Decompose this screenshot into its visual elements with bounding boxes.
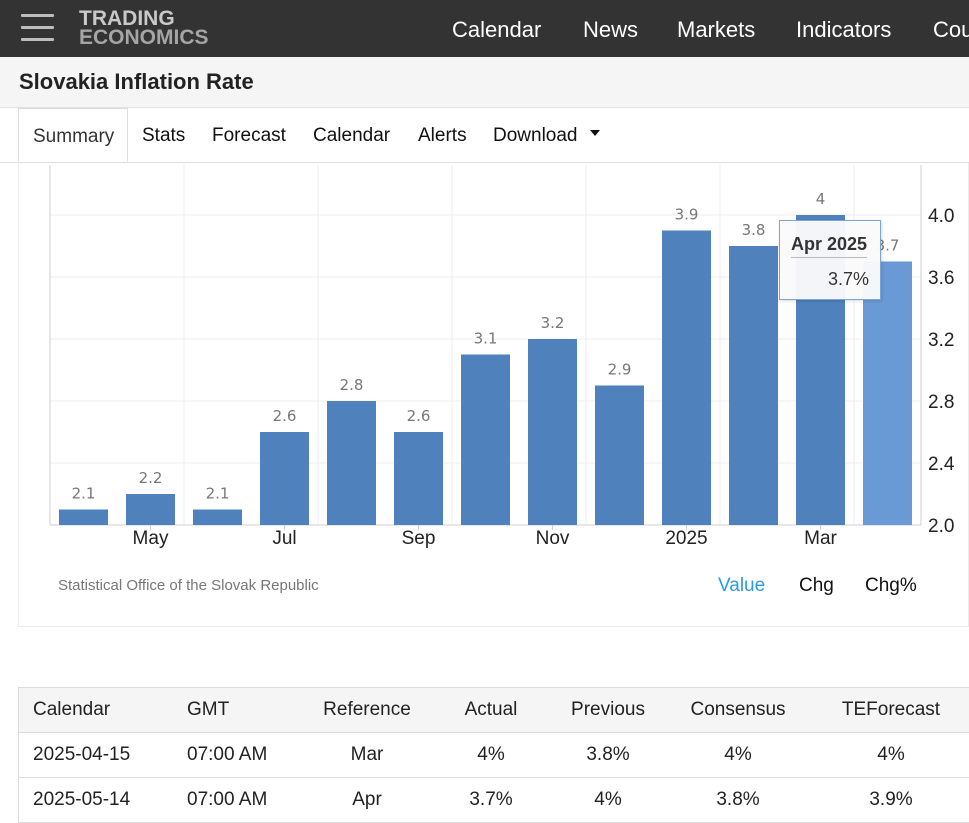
table-header-row: Calendar GMT Reference Actual Previous C… [19, 688, 969, 733]
table-row[interactable]: 2025-05-14 07:00 AM Apr 3.7% 4% 3.8% 3.9… [19, 778, 969, 823]
bar[interactable] [863, 262, 912, 526]
bar[interactable] [126, 494, 175, 525]
cell-teforecast: 4% [813, 733, 969, 778]
y-tick-label: 3.6 [928, 268, 954, 289]
data-label: 3.1 [474, 330, 498, 348]
cell-actual: 3.7% [429, 778, 553, 823]
x-tick-label: Sep [402, 528, 436, 549]
data-label: 3.9 [675, 206, 699, 224]
cell-consensus: 3.8% [663, 778, 813, 823]
inflation-bar-chart[interactable]: 2.0 2.4 2.8 3.2 3.6 4.0 2.1 2.2 2.1 2.6 2.8 2.6 3.1 3… [0, 0, 969, 630]
col-teforecast: TEForecast [813, 688, 969, 733]
y-tick-label: 3.2 [928, 330, 954, 351]
y-tick-label: 2.4 [928, 454, 955, 475]
bar[interactable] [729, 246, 778, 525]
toggle-chg-pct[interactable]: Chg% [865, 575, 917, 597]
cell-teforecast: 3.9% [813, 778, 969, 823]
cell-previous: 4% [553, 778, 663, 823]
calendar-table: Calendar GMT Reference Actual Previous C… [18, 687, 969, 823]
bar[interactable] [595, 386, 644, 526]
col-reference: Reference [305, 688, 429, 733]
cell-date: 2025-05-14 [19, 778, 188, 823]
tooltip-value: 3.7% [828, 269, 869, 290]
data-label: 2.1 [206, 485, 230, 503]
bar[interactable] [193, 510, 242, 526]
cell-reference: Mar [305, 733, 429, 778]
x-tick-label: 2025 [665, 528, 707, 549]
data-label: 3.2 [541, 314, 565, 332]
bar[interactable] [59, 510, 108, 526]
y-tick-label: 2.0 [928, 516, 954, 537]
tooltip-date: Apr 2025 [791, 234, 867, 258]
data-label: 2.2 [139, 469, 163, 487]
x-tick-label: Jul [272, 528, 296, 549]
cell-reference: Apr [305, 778, 429, 823]
data-label: 4 [816, 190, 826, 208]
cell-time: 07:00 AM [187, 733, 305, 778]
data-label: 2.6 [273, 407, 297, 425]
cell-time: 07:00 AM [187, 778, 305, 823]
bar[interactable] [327, 401, 376, 525]
bar[interactable] [461, 355, 510, 526]
col-gmt: GMT [187, 688, 305, 733]
x-tick-label: Nov [536, 528, 570, 549]
y-tick-label: 4.0 [928, 206, 954, 227]
x-tick-label: Mar [804, 528, 837, 549]
col-consensus: Consensus [663, 688, 813, 733]
col-actual: Actual [429, 688, 553, 733]
chart-source[interactable]: Statistical Office of the Slovak Republi… [58, 577, 319, 594]
x-tick-label: May [133, 528, 169, 549]
col-calendar: Calendar [19, 688, 188, 733]
bar[interactable] [662, 231, 711, 526]
cell-actual: 4% [429, 733, 553, 778]
chart-tooltip: Apr 2025 3.7% [779, 220, 881, 300]
cell-previous: 3.8% [553, 733, 663, 778]
table-row[interactable]: 2025-04-15 07:00 AM Mar 4% 3.8% 4% 4% [19, 733, 969, 778]
cell-consensus: 4% [663, 733, 813, 778]
data-label: 2.1 [72, 485, 96, 503]
cell-date: 2025-04-15 [19, 733, 188, 778]
bar[interactable] [260, 432, 309, 525]
data-label: 2.9 [608, 361, 632, 379]
data-label: 2.6 [407, 407, 431, 425]
data-label: 2.8 [340, 376, 364, 394]
col-previous: Previous [553, 688, 663, 733]
toggle-value[interactable]: Value [718, 575, 765, 597]
toggle-chg[interactable]: Chg [799, 575, 834, 597]
bar[interactable] [528, 339, 577, 525]
y-tick-label: 2.8 [928, 392, 954, 413]
data-label: 3.8 [742, 221, 766, 239]
bar[interactable] [394, 432, 443, 525]
